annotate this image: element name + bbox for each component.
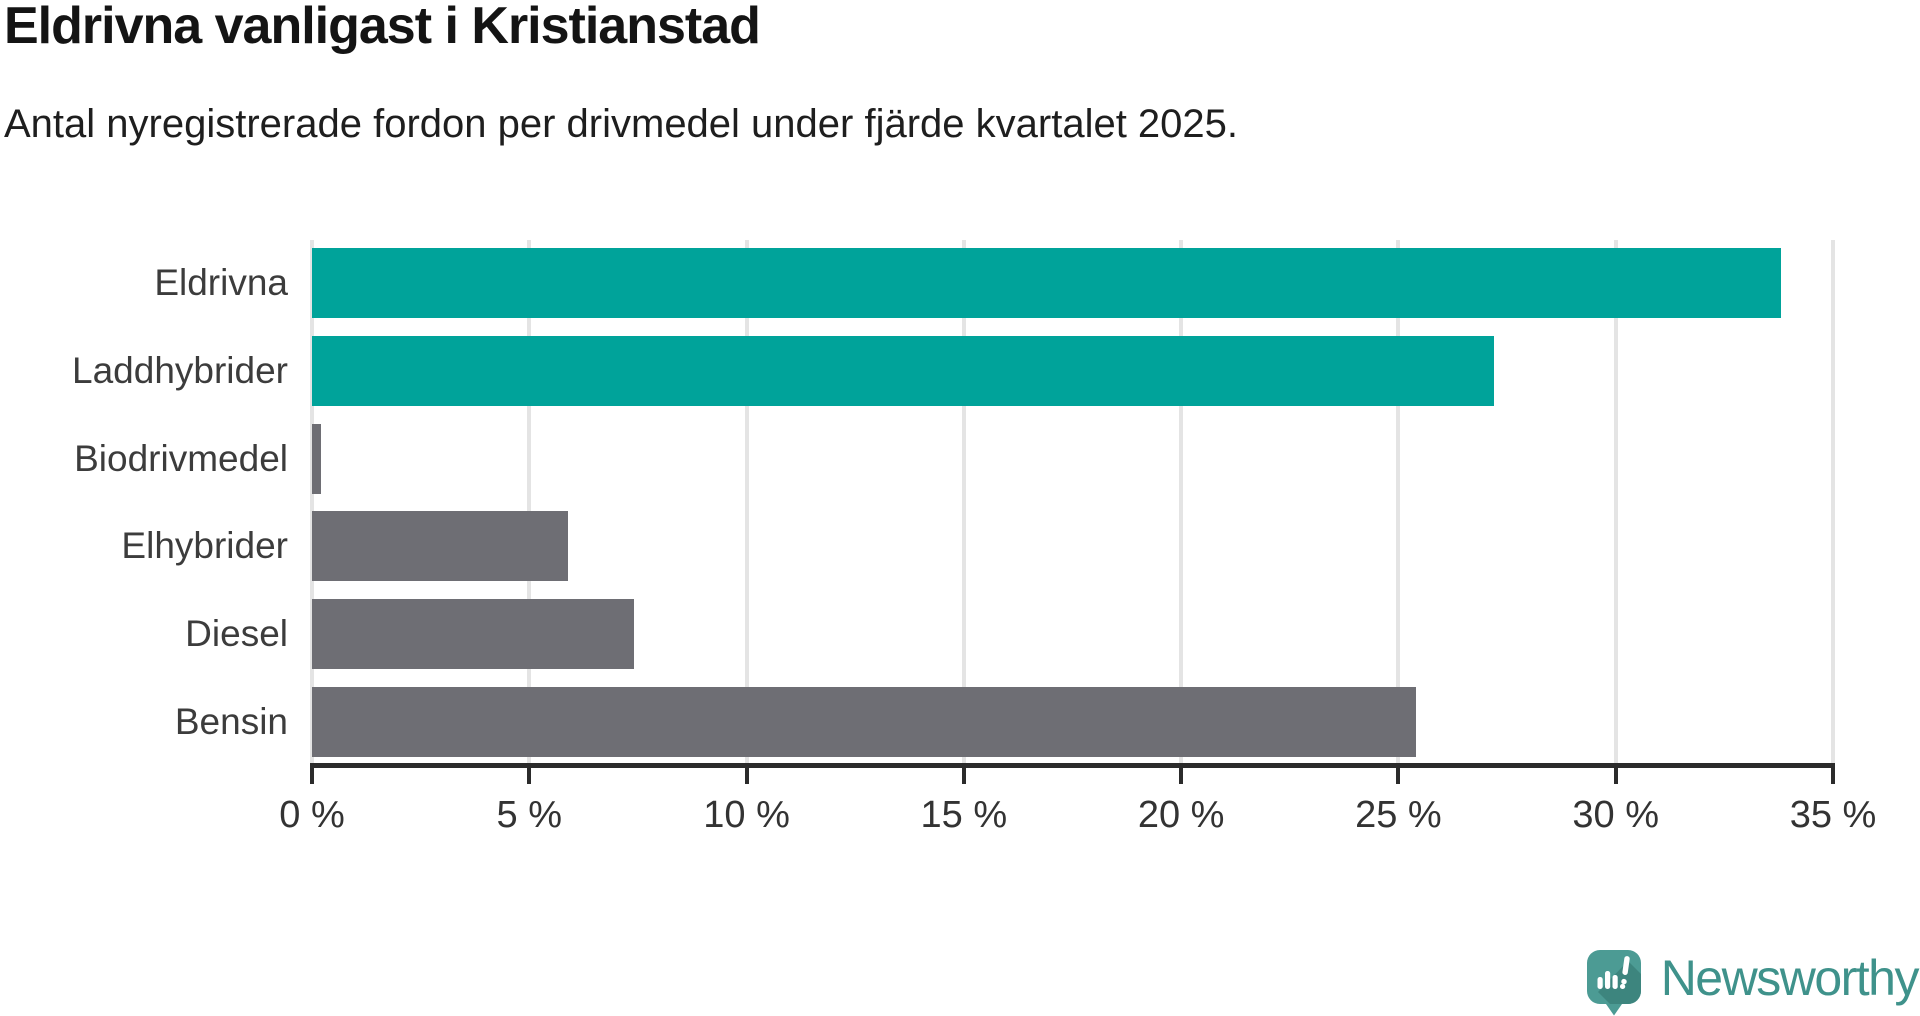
axis-tick xyxy=(1396,768,1401,784)
logo-shadow xyxy=(1597,961,1641,1004)
category-label: Elhybrider xyxy=(121,525,288,567)
axis-tick xyxy=(527,768,532,784)
grid-line xyxy=(310,240,314,763)
grid-line xyxy=(1613,240,1618,763)
x-axis-line xyxy=(310,763,1835,768)
grid-line xyxy=(1396,240,1401,763)
logo-bar-glyphs xyxy=(1597,956,1630,989)
axis-tick-label: 0 % xyxy=(279,794,345,836)
bar-diesel xyxy=(312,599,634,669)
bar-row: Laddhybrider xyxy=(72,335,1833,406)
grid-line xyxy=(1179,240,1184,763)
bar-row: Eldrivna xyxy=(154,248,1833,318)
category-label: Biodrivmedel xyxy=(74,437,288,479)
axis-tick-label: 5 % xyxy=(496,794,563,836)
axis-tick xyxy=(1613,768,1618,784)
grid-line xyxy=(1831,240,1835,763)
axis-tick-label: 30 % xyxy=(1572,794,1660,836)
bar-biodrivmedel xyxy=(312,423,321,494)
axis-tick xyxy=(1179,768,1184,784)
bar-elhybrider xyxy=(312,511,569,582)
bar-row: Bensin xyxy=(175,686,1833,757)
x-axis-tick-labels: 0 % 5 % 10 % 15 % 20 % 25 % 30 % 35 % xyxy=(279,794,1876,846)
category-label: Diesel xyxy=(185,613,288,654)
category-label: Laddhybrider xyxy=(72,349,288,391)
chart-subtitle: Antal nyregistrerade fordon per drivmede… xyxy=(4,102,1239,146)
bar-bensin xyxy=(312,686,1416,757)
grid-line xyxy=(744,240,749,763)
grid-line xyxy=(961,240,966,763)
category-label: Bensin xyxy=(174,700,288,742)
bar-laddhybrider xyxy=(312,335,1495,406)
newsworthy-logo-text: Newsworthy xyxy=(1660,950,1920,1006)
plot-area: Eldrivna Laddhybrider Biodrivmedel Elhybrid… xyxy=(72,240,1835,763)
bar-row: Elhybrider xyxy=(121,511,1833,582)
axis-tick-label: 20 % xyxy=(1137,794,1225,836)
bar-eldrivna xyxy=(312,248,1781,318)
axis-tick-label: 10 % xyxy=(703,794,790,836)
axis-tick xyxy=(310,768,314,784)
axis-tick-label: 35 % xyxy=(1789,794,1877,836)
bar-row: Diesel xyxy=(185,599,1833,669)
axis-tick-label: 25 % xyxy=(1355,794,1442,836)
category-label: Eldrivna xyxy=(154,262,288,303)
axis-tick xyxy=(744,768,749,784)
grid-line xyxy=(527,240,532,763)
x-axis-ticks xyxy=(310,768,1835,784)
newsworthy-logo-icon xyxy=(1586,950,1641,1016)
axis-tick xyxy=(1831,768,1835,784)
axis-tick-label: 15 % xyxy=(920,794,1008,836)
newsworthy-branding: Newsworthy xyxy=(1586,950,1920,1016)
chart-title: Eldrivna vanligast i Kristianstad xyxy=(4,0,761,55)
bar-row: Biodrivmedel xyxy=(74,423,1833,494)
axis-tick xyxy=(961,768,966,784)
